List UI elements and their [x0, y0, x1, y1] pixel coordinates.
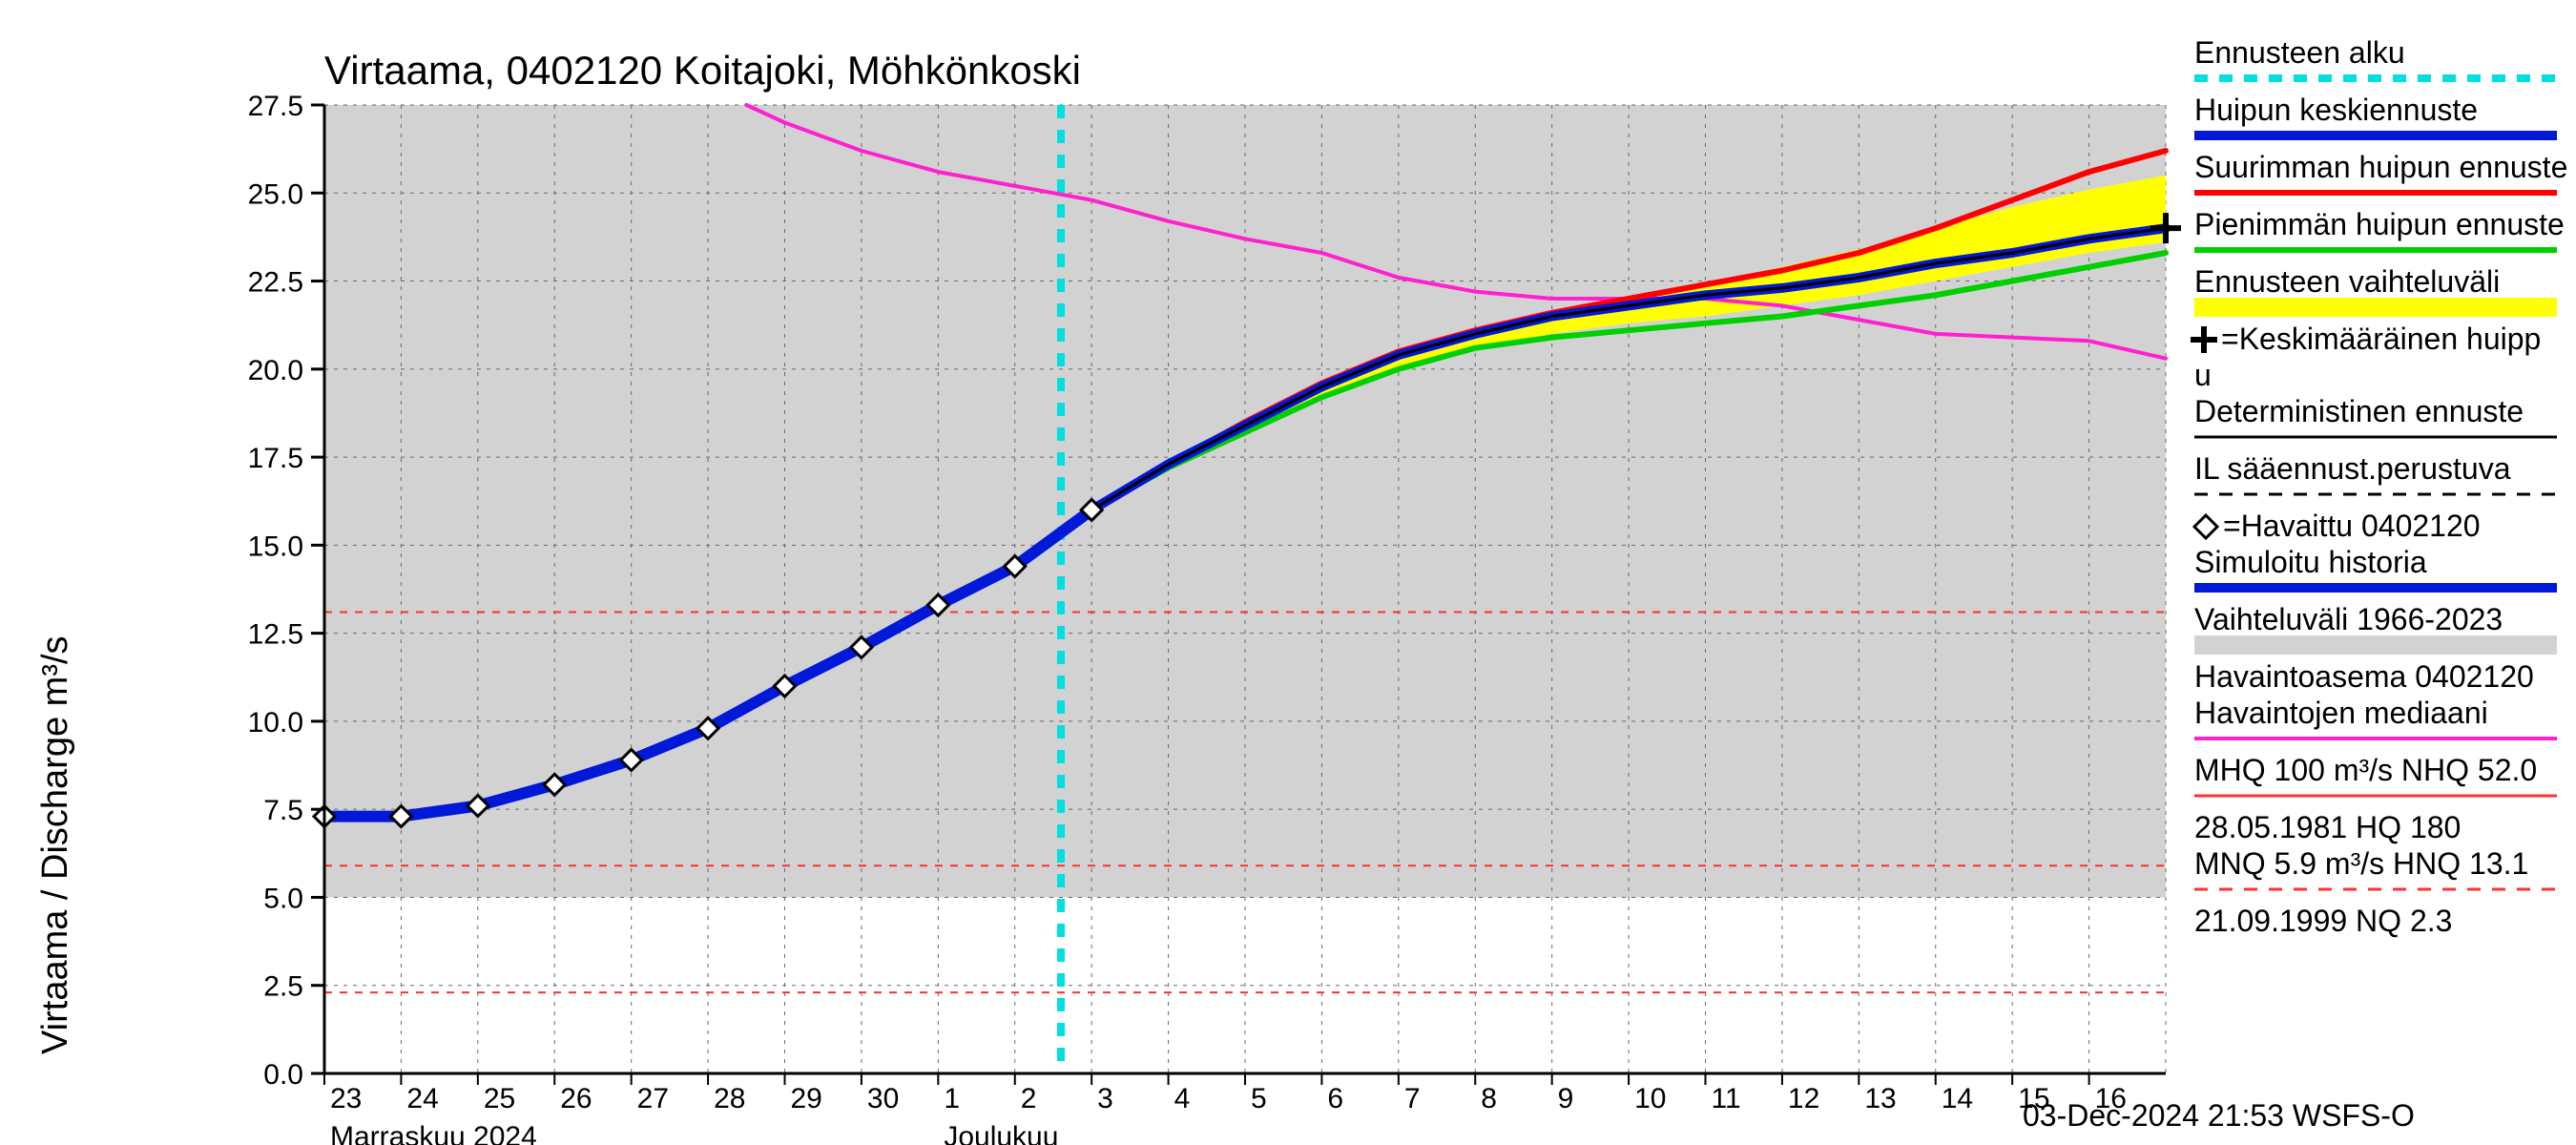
x-tick-label: 24 [406, 1083, 438, 1114]
x-tick-label: 8 [1481, 1083, 1497, 1114]
discharge-chart: 0.0 2.5 5.0 7.5 10.0 12.5 15.0 17.5 20.0 22.5 25.0… [0, 0, 2576, 1145]
y-tick-label: 22.5 [248, 267, 303, 299]
legend-swatch [2194, 635, 2557, 655]
x-tick-label: 25 [484, 1083, 515, 1114]
y-tick-label: 27.5 [248, 91, 303, 122]
chart-title: Virtaama, 0402120 Koitajoki, Möhkönkoski [324, 48, 1081, 93]
y-axis-label: Virtaama / Discharge m³/s [35, 635, 75, 1054]
y-tick-label: 25.0 [248, 178, 303, 210]
legend-label: Havaintoasema 0402120 [2194, 659, 2534, 694]
y-tick-label: 7.5 [263, 795, 303, 826]
y-tick-label: 10.0 [248, 707, 303, 739]
legend-swatch [2194, 298, 2557, 317]
x-tick-label: 1 [944, 1083, 960, 1114]
month-label-fi: Marraskuu 2024 [330, 1121, 537, 1145]
legend-label: Vaihteluväli 1966-2023 [2194, 602, 2503, 636]
y-tick-label: 15.0 [248, 531, 303, 562]
x-tick-label: 14 [1942, 1083, 1973, 1114]
legend-label: Havaintojen mediaani [2194, 696, 2488, 730]
legend-label: 21.09.1999 NQ 2.3 [2194, 904, 2452, 938]
footer-timestamp: 03-Dec-2024 21:53 WSFS-O [2023, 1098, 2415, 1133]
x-tick-label: 23 [330, 1083, 362, 1114]
y-tick-label: 12.5 [248, 619, 303, 651]
x-tick-label: 9 [1558, 1083, 1574, 1114]
x-tick-label: 30 [867, 1083, 899, 1114]
legend-label: Simuloitu historia [2194, 545, 2427, 579]
legend-plus-icon [2191, 326, 2217, 353]
legend-label: u [2194, 358, 2212, 392]
x-tick-label: 5 [1251, 1083, 1267, 1114]
x-tick-label: 4 [1174, 1083, 1191, 1114]
x-tick-label: 29 [791, 1083, 822, 1114]
legend-label: =Havaittu 0402120 [2223, 509, 2481, 543]
legend-diamond-icon [2194, 515, 2217, 538]
x-tick-label: 11 [1712, 1083, 1741, 1114]
legend-label: MNQ 5.9 m³/s HNQ 13.1 [2194, 846, 2528, 881]
x-tick-label: 10 [1634, 1083, 1666, 1114]
legend-label: MHQ 100 m³/s NHQ 52.0 [2194, 753, 2537, 787]
legend-label: Suurimman huipun ennuste [2194, 150, 2567, 184]
legend-label: IL sääennust.perustuva [2194, 451, 2511, 486]
legend-label: 28.05.1981 HQ 180 [2194, 810, 2461, 844]
legend-label: Deterministinen ennuste [2194, 394, 2524, 428]
legend-label: Pienimmän huipun ennuste [2194, 207, 2565, 241]
y-tick-label: 5.0 [263, 883, 303, 914]
x-tick-label: 3 [1097, 1083, 1113, 1114]
legend-label: Ennusteen alku [2194, 35, 2405, 70]
y-tick-label: 0.0 [263, 1059, 303, 1091]
x-tick-label: 26 [560, 1083, 592, 1114]
legend-label: Huipun keskiennuste [2194, 93, 2478, 127]
variation-range-band [324, 105, 2166, 897]
x-tick-label: 27 [637, 1083, 669, 1114]
y-tick-label: 17.5 [248, 443, 303, 474]
legend-label: =Keskimääräinen huipp [2221, 322, 2541, 356]
x-tick-label: 2 [1021, 1083, 1037, 1114]
x-tick-label: 6 [1327, 1083, 1343, 1114]
x-tick-label: 12 [1788, 1083, 1819, 1114]
x-tick-label: 13 [1864, 1083, 1896, 1114]
legend-label: Ennusteen vaihteluväli [2194, 264, 2500, 299]
x-tick-label: 28 [714, 1083, 745, 1114]
x-tick-label: 7 [1404, 1083, 1421, 1114]
y-tick-label: 2.5 [263, 971, 303, 1003]
month-label-fi: Joulukuu [944, 1121, 1058, 1145]
y-tick-label: 20.0 [248, 355, 303, 386]
